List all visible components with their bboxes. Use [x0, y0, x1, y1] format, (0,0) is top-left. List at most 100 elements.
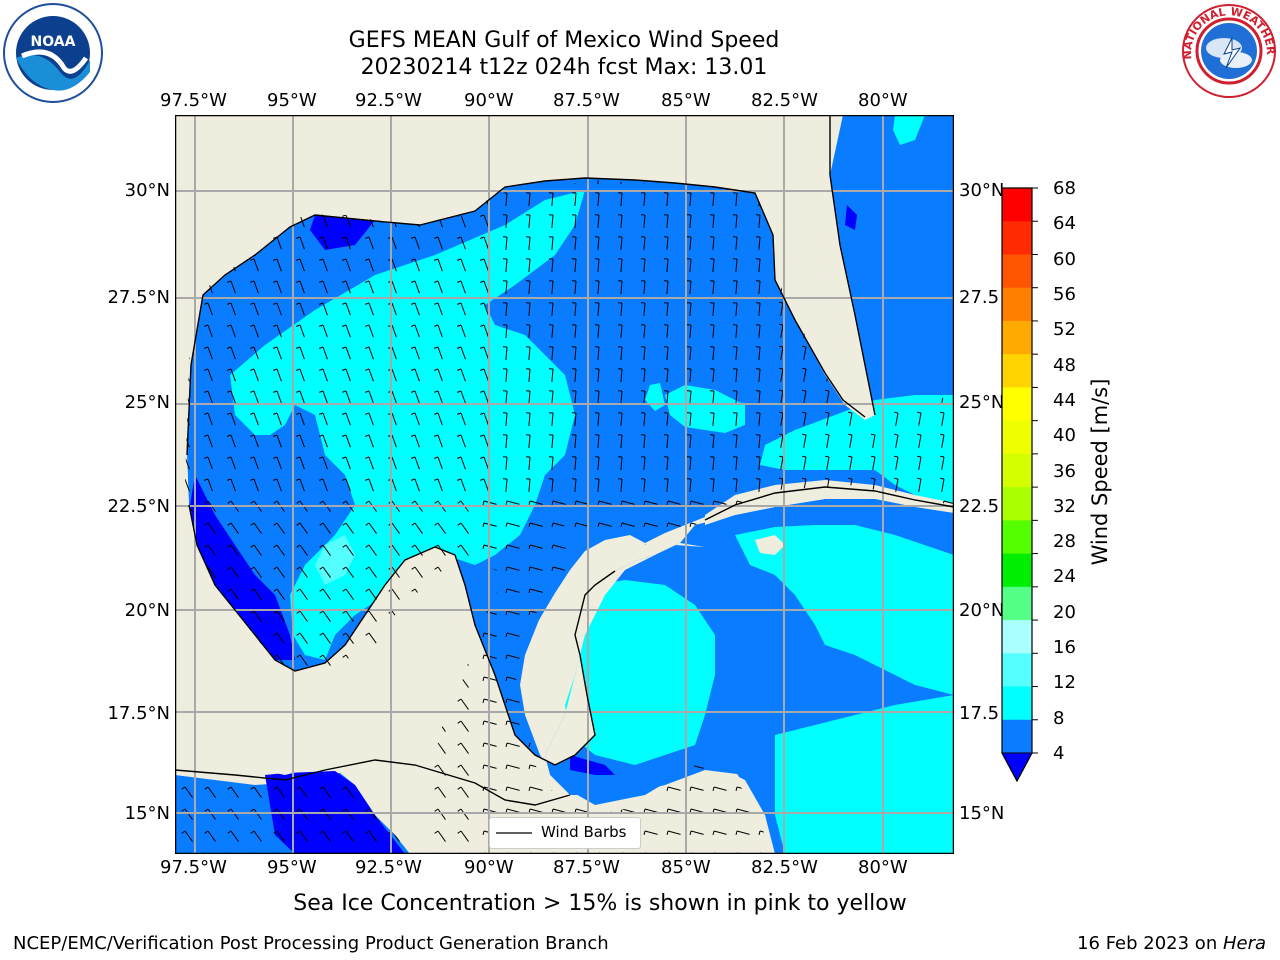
wind-barb — [872, 434, 876, 448]
lon-tick-label: 97.5°W — [160, 857, 227, 878]
wind-barb — [299, 830, 308, 842]
wind-barb-flag — [528, 500, 531, 506]
wind-barb — [620, 390, 623, 405]
wind-barb — [689, 192, 692, 207]
wind-barb-flag — [296, 830, 301, 834]
wind-barb — [666, 368, 669, 383]
chart-title-line1: GEFS MEAN Gulf of Mexico Wind Speed — [348, 28, 780, 53]
wind-barb — [735, 390, 738, 405]
colorbar-tick-label: 8 — [1053, 707, 1065, 729]
colorbar-tick-label: 24 — [1053, 566, 1076, 588]
wind-barb-flag — [434, 764, 439, 768]
wind-barb-flag — [457, 434, 462, 437]
wind-barb — [643, 192, 646, 207]
wind-barb — [391, 346, 397, 360]
wind-barb — [276, 522, 285, 534]
wind-barb — [552, 544, 566, 549]
wind-barb — [460, 478, 466, 492]
wind-barb-flag — [342, 500, 347, 504]
wind-barb-flag — [342, 302, 347, 305]
colorbar-tick-label: 56 — [1053, 283, 1076, 305]
wind-barb — [230, 368, 236, 382]
wind-barb — [230, 478, 236, 492]
wind-barb — [345, 830, 354, 842]
wind-barb — [368, 302, 374, 316]
wind-barb — [620, 412, 623, 427]
wind-barb-flag — [480, 236, 485, 239]
wind-barb-flag — [296, 610, 301, 614]
wind-barb-flag — [457, 478, 462, 481]
wind-barb — [391, 434, 397, 448]
wind-barb-flag — [296, 368, 301, 371]
wind-barb — [713, 808, 727, 813]
wind-barb — [207, 346, 213, 360]
wind-barb-flag — [411, 236, 416, 239]
wind-barb — [597, 456, 600, 471]
wind-barb — [505, 368, 508, 383]
wind-barb-flag — [825, 411, 830, 414]
wind-barb — [574, 346, 577, 361]
wind-barb — [597, 412, 600, 427]
wind-barb — [644, 808, 658, 813]
wind-barb — [505, 236, 508, 251]
wind-barb — [276, 434, 282, 448]
wind-barb — [391, 456, 397, 470]
wind-barb — [483, 478, 489, 492]
wind-barb — [483, 456, 489, 470]
wind-barb-flag — [365, 478, 370, 481]
wind-barb — [506, 522, 520, 527]
wind-barb — [780, 434, 784, 448]
wind-barb-flag — [227, 302, 232, 305]
wind-barb-flag — [457, 720, 462, 724]
wind-barb — [529, 500, 543, 505]
wind-barb-flag — [250, 390, 255, 393]
wind-barb-flag — [940, 433, 945, 436]
wind-barb-flag — [204, 412, 209, 415]
coastlines — [175, 115, 954, 806]
wind-barb-flag — [227, 500, 232, 504]
wind-barb — [620, 192, 623, 207]
wind-barb-flag — [296, 808, 301, 812]
wind-barb-flag — [434, 258, 439, 261]
wind-barb — [758, 412, 761, 427]
wind-barb — [345, 566, 354, 578]
wind-barb-flag — [779, 323, 784, 326]
wind-barb — [597, 302, 600, 317]
wind-barb — [299, 786, 308, 798]
wind-barb — [368, 368, 374, 382]
wind-barb — [620, 214, 623, 229]
branch-credit: NCEP/EMC/Verification Post Processing Pr… — [13, 933, 609, 954]
map-legend: Wind Barbs — [489, 817, 641, 849]
run-date-text: 16 Feb 2023 on — [1077, 933, 1223, 954]
wind-speed-map — [175, 115, 954, 854]
wind-barb — [322, 544, 331, 556]
wind-barb — [780, 302, 784, 316]
wind-barb — [712, 390, 715, 405]
noaa-logo-text: NOAA — [31, 34, 76, 50]
wind-barb — [184, 786, 193, 798]
wind-barb-flag — [250, 786, 255, 790]
wind-barb-flag — [482, 698, 485, 704]
wind-barb-flag — [365, 412, 370, 415]
wind-barb-flag — [894, 477, 899, 480]
wind-barb — [712, 368, 715, 383]
wind-barb — [299, 368, 305, 382]
wind-barb — [644, 830, 658, 835]
wind-barb — [391, 258, 397, 272]
wind-barb-flag — [482, 676, 485, 682]
wind-barb — [368, 808, 377, 820]
wind-barb-flag — [411, 390, 416, 393]
wind-barb — [689, 478, 692, 493]
wind-barb-flag — [296, 390, 301, 393]
wind-barb — [253, 302, 259, 316]
lat-tick-label: 25°N — [959, 392, 1005, 413]
wind-barb — [735, 258, 738, 273]
wind-barb — [483, 786, 497, 791]
wind-barb-flag — [227, 390, 232, 393]
wind-barb-flag — [319, 566, 324, 570]
wind-barb — [712, 236, 715, 251]
wind-barb — [735, 192, 738, 207]
wind-barb — [643, 390, 646, 405]
wind-barb — [437, 390, 443, 404]
wind-barb — [207, 522, 216, 534]
